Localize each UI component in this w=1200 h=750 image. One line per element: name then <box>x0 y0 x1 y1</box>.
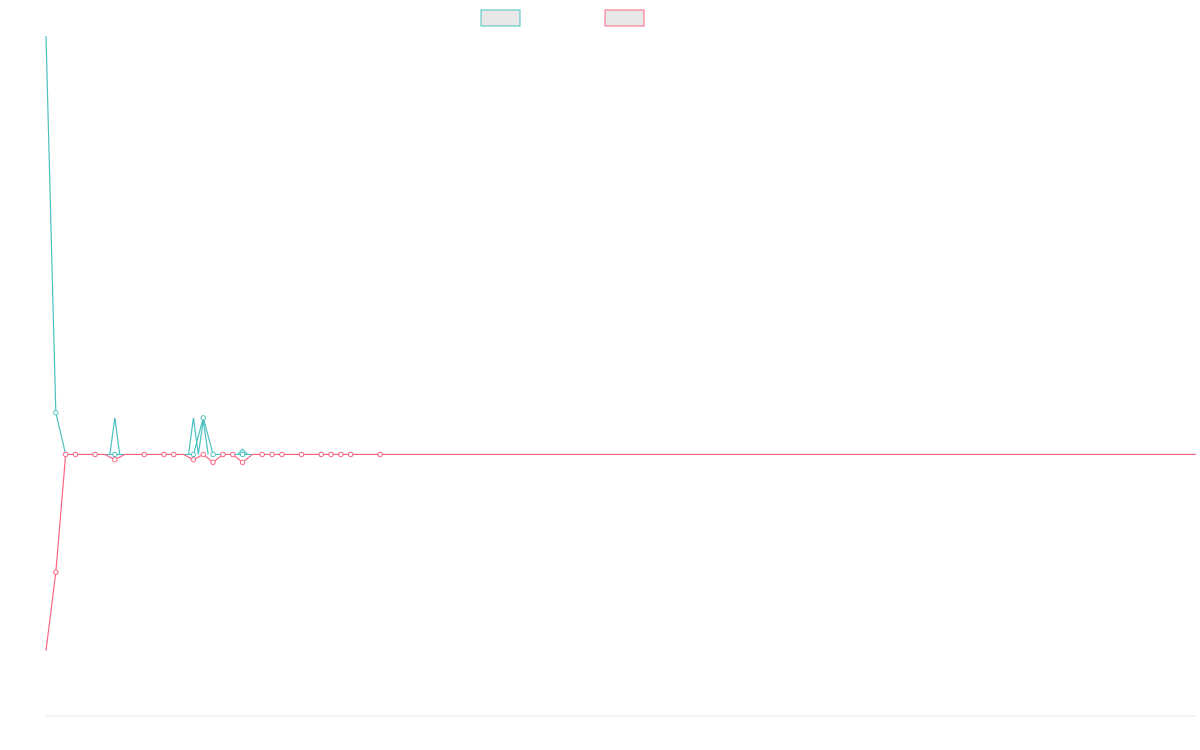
series-spike-1-1 <box>109 417 121 455</box>
series-point-2-16 <box>269 451 275 458</box>
series-point-2-3 <box>72 451 79 458</box>
legend <box>480 9 645 27</box>
series-spike-1-2 <box>187 417 199 455</box>
series-point-2-19 <box>318 451 324 458</box>
series-point-2-21 <box>338 451 344 458</box>
series-point-2-10 <box>200 451 206 458</box>
series-point-1-9 <box>190 451 197 458</box>
series-point-2-2 <box>62 451 69 458</box>
series-line-1 <box>45 35 1196 456</box>
series-point-2-4 <box>92 451 98 458</box>
series-point-2-13 <box>230 451 236 458</box>
legend-swatch-2 <box>604 9 645 27</box>
series-point-2-9 <box>190 456 197 463</box>
plot-area <box>45 35 1196 717</box>
series-point-2-18 <box>298 451 305 458</box>
series-point-2-22 <box>348 451 354 458</box>
series-point-1-10 <box>200 415 206 421</box>
series-point-2-12 <box>220 451 226 458</box>
series-point-2-7 <box>161 451 167 458</box>
series-spike-1-4 <box>237 448 248 455</box>
legend-swatch-1 <box>480 9 521 27</box>
series-point-1-5 <box>112 451 118 458</box>
series-point-2-23 <box>377 451 383 458</box>
series-line-2 <box>45 453 1196 651</box>
series-point-2-20 <box>328 451 334 458</box>
series-point-2-14 <box>239 459 246 466</box>
series-point-2-15 <box>259 451 265 458</box>
series-point-2-5 <box>112 456 118 463</box>
series-point-1-1 <box>53 409 59 416</box>
series-point-2-17 <box>279 451 285 458</box>
series-point-2-1 <box>53 569 59 575</box>
series-point-1-11 <box>210 451 216 458</box>
series-spike-1-3 <box>197 420 209 455</box>
series-point-2-11 <box>210 459 216 466</box>
series-point-1-14 <box>239 451 246 458</box>
series-point-2-6 <box>141 451 147 458</box>
series-point-2-8 <box>171 451 177 458</box>
